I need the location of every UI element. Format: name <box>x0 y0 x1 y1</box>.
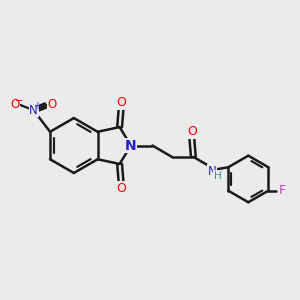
Text: H: H <box>214 171 222 181</box>
Text: O: O <box>10 98 20 111</box>
Text: N: N <box>29 104 38 117</box>
Text: O: O <box>117 96 127 109</box>
Text: N: N <box>208 165 216 178</box>
Text: O: O <box>48 98 57 111</box>
Text: +: + <box>34 101 41 111</box>
Text: −: − <box>15 96 23 106</box>
Text: O: O <box>187 125 197 138</box>
Text: O: O <box>117 182 127 195</box>
Text: F: F <box>279 184 286 197</box>
Text: N: N <box>125 139 137 152</box>
